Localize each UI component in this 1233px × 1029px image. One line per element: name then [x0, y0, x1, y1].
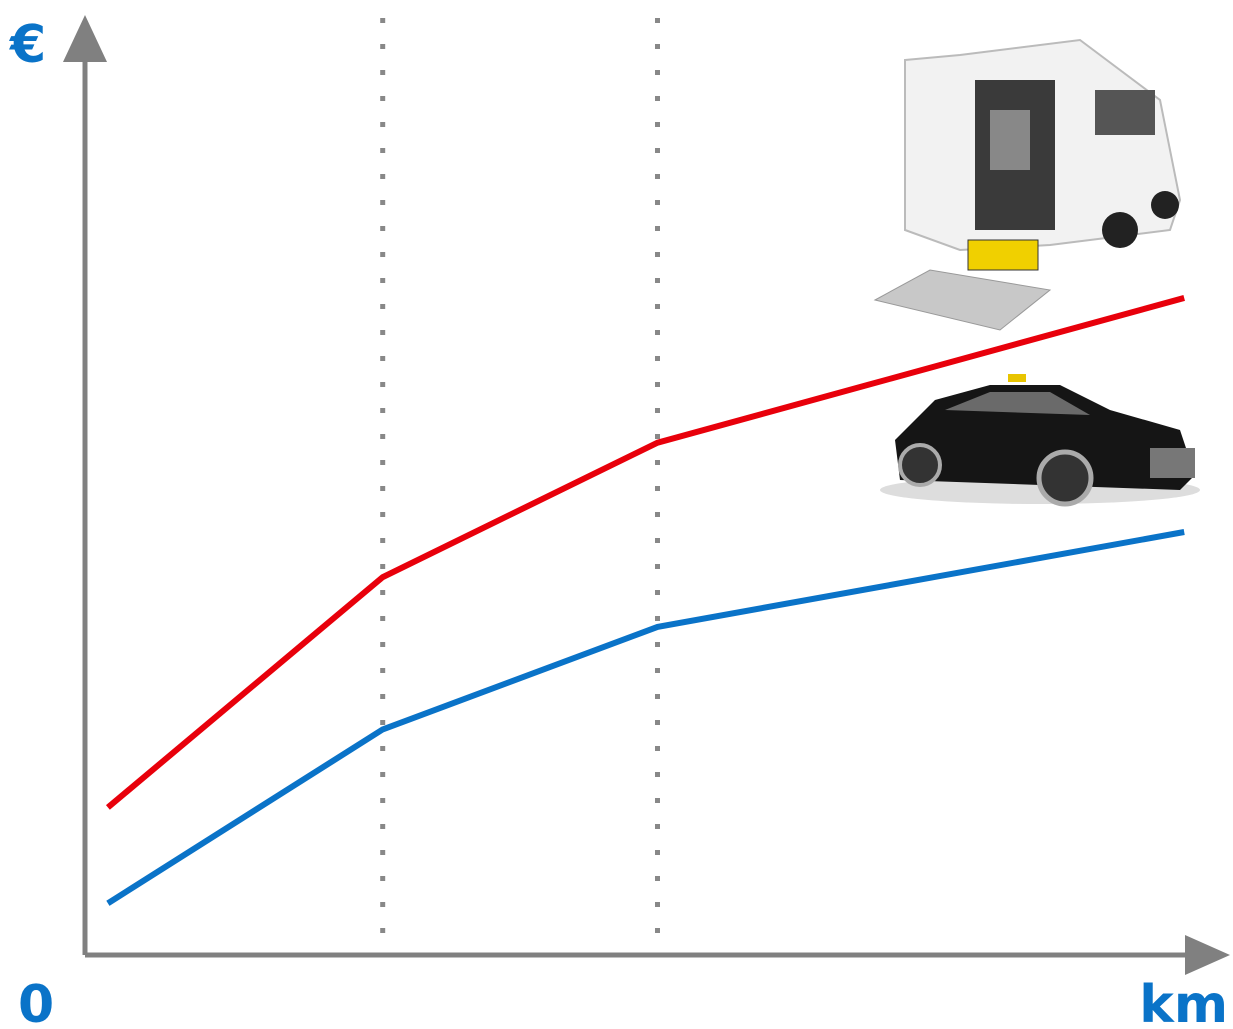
y-axis-arrow — [63, 15, 107, 62]
van-image — [873, 38, 1182, 331]
series-line — [105, 295, 1185, 810]
x-axis-label: km — [1139, 975, 1228, 1029]
series-line — [106, 529, 1185, 906]
origin-label: 0 — [18, 975, 54, 1029]
x-axis-arrow — [1185, 935, 1230, 975]
y-axis-label: € — [9, 15, 46, 75]
car-image — [880, 374, 1200, 507]
